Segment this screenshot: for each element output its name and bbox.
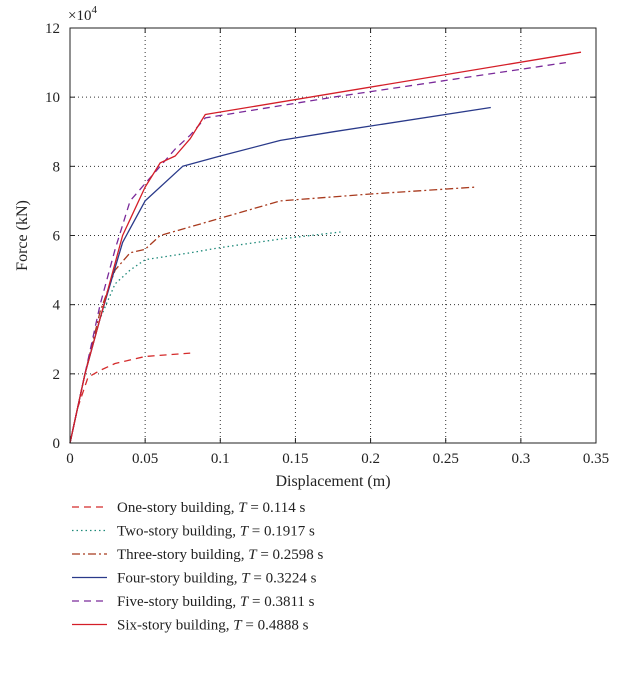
legend-item-4: Four-story building, T = 0.3224 s bbox=[72, 571, 317, 587]
x-tick-label: 0.15 bbox=[282, 451, 308, 467]
series-line-6 bbox=[69, 51, 582, 444]
y-tick-label: 4 bbox=[53, 298, 61, 314]
legend-item-6: Six-story building, T = 0.4888 s bbox=[72, 618, 309, 634]
legend-label-period-value: = 0.2598 s bbox=[257, 547, 324, 563]
tick-layer: 0 0.05 0.1 0.15 0.2 0.25 0.3 0.35 0 2 4 6 8 10 12 bbox=[45, 21, 609, 467]
series-line-1 bbox=[69, 352, 191, 444]
series-line-5 bbox=[69, 61, 566, 444]
legend-label-period-symbol: T bbox=[240, 594, 250, 610]
legend-label-period-value: = 0.114 s bbox=[247, 500, 306, 516]
series-layer bbox=[69, 51, 582, 444]
legend-label-name: Four-story building, bbox=[117, 571, 241, 587]
x-tick-label: 0.35 bbox=[583, 451, 609, 467]
legend-label-period-symbol: T bbox=[233, 618, 243, 634]
legend-label-period-symbol: T bbox=[248, 547, 258, 563]
legend-label-period-value: = 0.3224 s bbox=[250, 571, 317, 587]
legend-label-period-value: = 0.4888 s bbox=[242, 618, 309, 634]
legend-label-period-symbol: T bbox=[238, 500, 248, 516]
y-tick-label: 10 bbox=[45, 90, 60, 106]
x-tick-label: 0 bbox=[66, 451, 74, 467]
legend-label: Two-story building, T = 0.1917 s bbox=[117, 524, 315, 540]
legend: One-story building, T = 0.114 s Two-story… bbox=[72, 500, 324, 634]
legend-item-3: Three-story building, T = 0.2598 s bbox=[72, 547, 324, 563]
legend-label-period-value: = 0.3811 s bbox=[248, 594, 314, 610]
x-tick-label: 0.2 bbox=[361, 451, 380, 467]
legend-label-name: Six-story building, bbox=[117, 618, 233, 634]
x-axis-title: Displacement (m) bbox=[275, 473, 390, 490]
grid-layer bbox=[70, 28, 596, 443]
legend-label: One-story building, T = 0.114 s bbox=[117, 500, 305, 516]
legend-label-name: Three-story building, bbox=[117, 547, 248, 563]
legend-label-name: Two-story building, bbox=[117, 524, 240, 540]
legend-label-period-symbol: T bbox=[240, 524, 250, 540]
y-axis-title: Force (kN) bbox=[14, 200, 31, 271]
y-axis-multiplier-exponent: 4 bbox=[91, 4, 97, 16]
x-tick-label: 0.3 bbox=[511, 451, 530, 467]
series-line-3 bbox=[69, 186, 476, 444]
legend-item-5: Five-story building, T = 0.3811 s bbox=[72, 594, 315, 610]
x-tick-label: 0.05 bbox=[132, 451, 158, 467]
y-axis-multiplier: ×104 bbox=[68, 4, 97, 24]
y-tick-label: 2 bbox=[53, 367, 61, 383]
plot-frame bbox=[69, 27, 597, 444]
y-tick-label: 8 bbox=[53, 159, 61, 175]
series-line-4 bbox=[69, 106, 491, 444]
legend-label-period-symbol: T bbox=[241, 571, 251, 587]
legend-label: Three-story building, T = 0.2598 s bbox=[117, 547, 324, 563]
y-axis-multiplier-base: ×10 bbox=[68, 8, 91, 24]
legend-label-period-value: = 0.1917 s bbox=[248, 524, 315, 540]
legend-label-name: Five-story building, bbox=[117, 594, 240, 610]
legend-label: Five-story building, T = 0.3811 s bbox=[117, 594, 315, 610]
y-tick-label: 12 bbox=[45, 21, 60, 37]
y-tick-label: 0 bbox=[53, 436, 61, 452]
legend-label: Four-story building, T = 0.3224 s bbox=[117, 571, 317, 587]
y-tick-label: 6 bbox=[53, 229, 61, 245]
x-tick-label: 0.1 bbox=[211, 451, 230, 467]
legend-label-name: One-story building, bbox=[117, 500, 238, 516]
legend-label: Six-story building, T = 0.4888 s bbox=[117, 618, 309, 634]
legend-item-1: One-story building, T = 0.114 s bbox=[72, 500, 305, 516]
x-tick-label: 0.25 bbox=[433, 451, 459, 467]
legend-item-2: Two-story building, T = 0.1917 s bbox=[72, 524, 315, 540]
